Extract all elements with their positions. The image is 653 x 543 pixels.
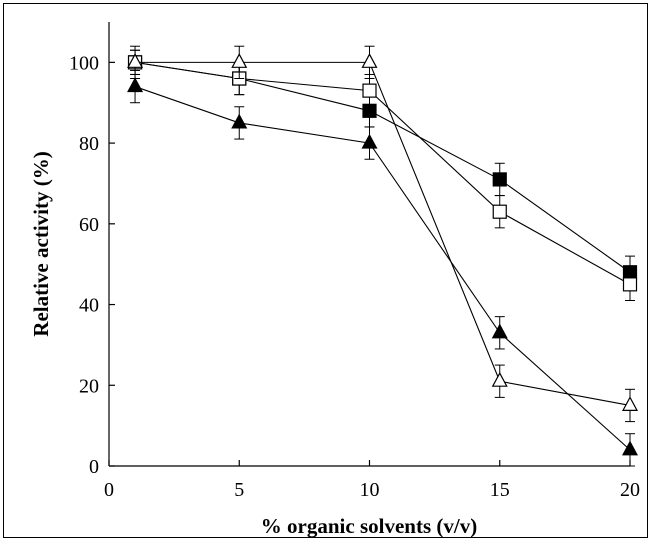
data-point xyxy=(231,113,248,129)
x-ticks: 0 5 10 15 20 xyxy=(104,460,640,501)
y-tick-label: 100 xyxy=(69,52,99,74)
series-line xyxy=(134,86,631,451)
x-tick-label: 20 xyxy=(620,479,640,501)
x-tick-label: 10 xyxy=(360,479,380,501)
y-tick-label: 40 xyxy=(79,295,99,317)
series-line xyxy=(135,61,631,406)
data-point xyxy=(621,396,639,411)
data-point xyxy=(127,53,144,68)
data-point xyxy=(127,77,144,93)
series-open-triangle xyxy=(127,45,639,423)
series-layer xyxy=(127,45,639,467)
series-filled-square xyxy=(127,49,638,289)
data-point xyxy=(361,133,378,149)
series-open-square xyxy=(127,49,638,302)
y-tick-label: 0 xyxy=(89,456,99,478)
y-tick-label: 80 xyxy=(79,133,99,155)
data-point xyxy=(621,440,639,456)
y-axis-title: Relative activity (%) xyxy=(29,151,53,336)
data-point xyxy=(492,204,507,219)
y-tick-label: 20 xyxy=(79,375,99,397)
x-tick-label: 0 xyxy=(104,479,114,501)
y-ticks: 0 20 40 60 80 100 xyxy=(69,52,115,478)
data-point xyxy=(361,53,378,68)
data-point xyxy=(491,323,508,339)
chart-frame xyxy=(3,3,648,538)
data-point xyxy=(492,172,507,187)
x-axis-title: % organic solvents (v/v) xyxy=(261,514,477,538)
data-point xyxy=(622,277,638,292)
x-tick-label: 15 xyxy=(490,479,510,501)
data-point xyxy=(362,83,377,98)
data-point xyxy=(491,371,508,387)
y-tick-label: 60 xyxy=(79,214,99,236)
series-filled-triangle xyxy=(127,69,639,467)
x-tick-label: 5 xyxy=(234,479,244,501)
data-point xyxy=(231,53,248,68)
